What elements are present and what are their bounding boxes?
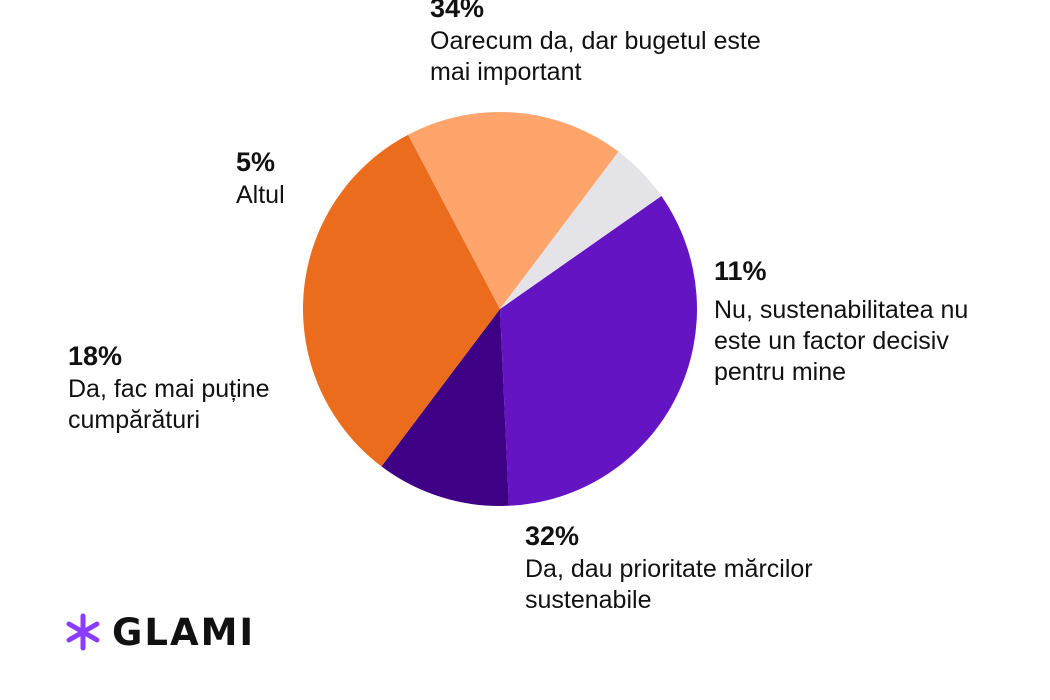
slice-value-2: 11%	[714, 256, 767, 286]
slice-text-1: Oarecum da, dar bugetul este mai importa…	[430, 26, 761, 86]
brand-name: GLAMI	[112, 610, 256, 654]
slice-value-4: 18%	[68, 341, 123, 371]
slice-label-5: 5% Altul	[236, 146, 285, 211]
slice-label-2: 11% Nu, sustenabilitatea nu este un fact…	[714, 255, 994, 389]
slice-value-1: 34%	[430, 0, 485, 23]
slice-text-2: Nu, sustenabilitatea nu este un factor d…	[714, 295, 969, 387]
pie-slice-5	[500, 151, 662, 309]
slice-text-5: Altul	[236, 180, 285, 209]
pie-slice-1	[500, 196, 697, 506]
slice-label-3: 32% Da, dau prioritate mărcilor sustenab…	[525, 520, 825, 616]
slice-text-3: Da, dau prioritate mărcilor sustenabile	[525, 554, 813, 614]
glami-logo: GLAMI	[64, 610, 256, 654]
pie-slice-2	[381, 309, 509, 507]
pie-slice-4	[408, 112, 619, 310]
pie-slice-3	[303, 134, 500, 467]
pie-slices	[303, 112, 697, 507]
slice-value-3: 32%	[525, 521, 580, 551]
slice-label-1: 34% Oarecum da, dar bugetul este mai imp…	[430, 0, 790, 88]
slice-label-4: 18% Da, fac mai puține cumpărături	[68, 340, 328, 436]
slice-value-5: 5%	[236, 147, 276, 177]
slice-text-4: Da, fac mai puține cumpărături	[68, 374, 270, 434]
asterisk-icon	[66, 613, 100, 651]
